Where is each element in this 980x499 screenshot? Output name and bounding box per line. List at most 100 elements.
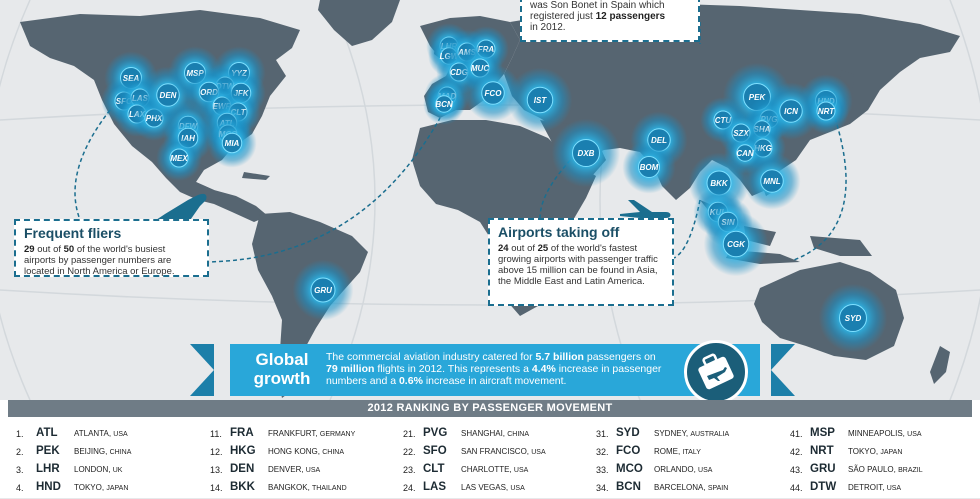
banner-t1: The commercial aviation industry catered…: [326, 351, 536, 363]
country-name: USA: [513, 467, 529, 474]
fliers-n2: 50: [63, 244, 75, 255]
ranking-row: 12. HKG HONG KONG, CHINA: [210, 445, 400, 463]
country-name: CHINA: [322, 449, 345, 456]
city-name: BEIJING,: [74, 447, 108, 456]
airport-label: FCO: [485, 89, 503, 98]
banner-t2: passengers on: [583, 351, 656, 363]
airport-marker: CGK: [703, 211, 769, 277]
airport-dot: [435, 95, 453, 113]
country-name: THAILAND: [312, 485, 347, 492]
ranking-row: 1. ATL ATLANTA, USA: [16, 427, 206, 445]
airport-city: BARCELONA, SPAIN: [654, 483, 728, 492]
airport-marker: DXB: [551, 118, 621, 188]
city-name: ATLANTA,: [74, 429, 112, 438]
ranking-row: 44. DTW DETROIT, USA: [790, 481, 980, 499]
ranking-row: 31. SYD SYDNEY, AUSTRALIA: [596, 427, 786, 445]
country-name: BRAZIL: [898, 467, 923, 474]
city-name: SHANGHAI,: [461, 429, 506, 438]
country-name: JAPAN: [106, 485, 129, 492]
ranking-row: 2. PEK BEIJING, CHINA: [16, 445, 206, 463]
takeoff-n1: 24: [498, 243, 509, 254]
son-bonet-callout: was Son Bonet in Spain which registered …: [520, 0, 700, 42]
country-name: USA: [907, 431, 922, 438]
country-name: UK: [112, 467, 123, 474]
ranking-row: 3. LHR LONDON, UK: [16, 463, 206, 481]
rank-number: 2.: [16, 447, 24, 457]
rank-number: 4.: [16, 483, 24, 493]
airport-label: DEN: [160, 91, 177, 100]
airport-city: TOKYO, JAPAN: [74, 483, 128, 492]
airport-label: MNL: [763, 177, 780, 186]
city-name: SYDNEY,: [654, 429, 689, 438]
airport-label: DXB: [578, 149, 595, 158]
airport-label: SYD: [845, 314, 862, 323]
rank-number: 21.: [403, 429, 416, 439]
banner-t3: flights in 2012. This represents a: [374, 363, 532, 375]
ranking-row: 22. SFO SAN FRANCISCO, USA: [403, 445, 593, 463]
airport-label: BOM: [640, 163, 659, 172]
banner-b4: 0.6%: [398, 375, 423, 387]
airport-label: MEX: [170, 154, 188, 163]
airport-city: ROME, ITALY: [654, 447, 701, 456]
city-name: MINNEAPOLIS,: [848, 429, 905, 438]
airport-label: IST: [534, 96, 548, 105]
banner-b1: 5.7 billion: [535, 351, 584, 363]
airport-dot: [156, 83, 180, 107]
country-name: USA: [698, 467, 713, 474]
airport-dot: [638, 156, 660, 178]
ranking-row: 42. NRT TOKYO, JAPAN: [790, 445, 980, 463]
rank-number: 12.: [210, 447, 223, 457]
airport-city: HONG KONG, CHINA: [268, 447, 344, 456]
rank-number: 14.: [210, 483, 223, 493]
city-name: SÃO PAULO,: [848, 465, 896, 474]
airport-code: FCO: [616, 445, 641, 457]
airport-label: BKK: [710, 179, 729, 188]
ranking-row: 13. DEN DENVER, USA: [210, 463, 400, 481]
airports-taking-off-callout: Airports taking off 24 out of 25 of the …: [488, 218, 674, 306]
banner-title-line2: growth: [253, 369, 311, 388]
airport-label: CAN: [736, 149, 754, 158]
airport-code: HND: [36, 481, 61, 493]
city-name: CHARLOTTE,: [461, 465, 512, 474]
banner-fold-right: [771, 344, 795, 396]
ranking-row: 21. PVG SHANGHAI, CHINA: [403, 427, 593, 445]
airport-city: BEIJING, CHINA: [74, 447, 131, 456]
airport-label: MIA: [225, 139, 240, 148]
airport-code: DEN: [230, 463, 255, 475]
ranking-row: 33. MCO ORLANDO, USA: [596, 463, 786, 481]
airport-marker: BOM: [622, 140, 676, 194]
city-name: ORLANDO,: [654, 465, 696, 474]
ranking-row: 41. MSP MINNEAPOLIS, USA: [790, 427, 980, 445]
airport-code: FRA: [230, 427, 254, 439]
airport-city: FRANKFURT, GERMANY: [268, 429, 355, 438]
rank-number: 24.: [403, 483, 416, 493]
takeoff-t2: of the world's fastest growing airports …: [498, 243, 658, 287]
rank-number: 22.: [403, 447, 416, 457]
airport-label: PEK: [749, 93, 767, 102]
airport-code: GRU: [810, 463, 836, 475]
airport-dot: [760, 169, 784, 193]
airport-city: ORLANDO, USA: [654, 465, 712, 474]
airport-city: ATLANTA, USA: [74, 429, 128, 438]
airport-dot: [310, 277, 336, 303]
airport-marker: IST: [507, 67, 573, 133]
taking-off-title: Airports taking off: [498, 224, 620, 240]
rank-number: 32.: [596, 447, 609, 457]
city-name: SAN FRANCISCO,: [461, 447, 530, 456]
banner-text: The commercial aviation industry catered…: [326, 351, 666, 387]
banner-b3: 4.4%: [531, 363, 556, 375]
callout-line2-bold: 12 passengers: [595, 11, 666, 22]
airport-city: SHANGHAI, CHINA: [461, 429, 529, 438]
airport-code: MSP: [810, 427, 835, 439]
airport-city: LAS VEGAS, USA: [461, 483, 525, 492]
country-name: JAPAN: [880, 449, 903, 456]
fliers-t2: of the world's busiest airports by passe…: [24, 244, 175, 277]
airport-label: GRU: [314, 286, 332, 295]
ranking-column: 21. PVG SHANGHAI, CHINA 22. SFO SAN FRANCISCO…: [403, 427, 593, 499]
airport-code: SYD: [616, 427, 640, 439]
ranking-row: 43. GRU SÃO PAULO, BRAZIL: [790, 463, 980, 481]
airport-marker: NRT: [803, 88, 849, 134]
airport-city: SAN FRANCISCO, USA: [461, 447, 546, 456]
country-name: GERMANY: [319, 431, 356, 438]
rank-number: 1.: [16, 429, 24, 439]
